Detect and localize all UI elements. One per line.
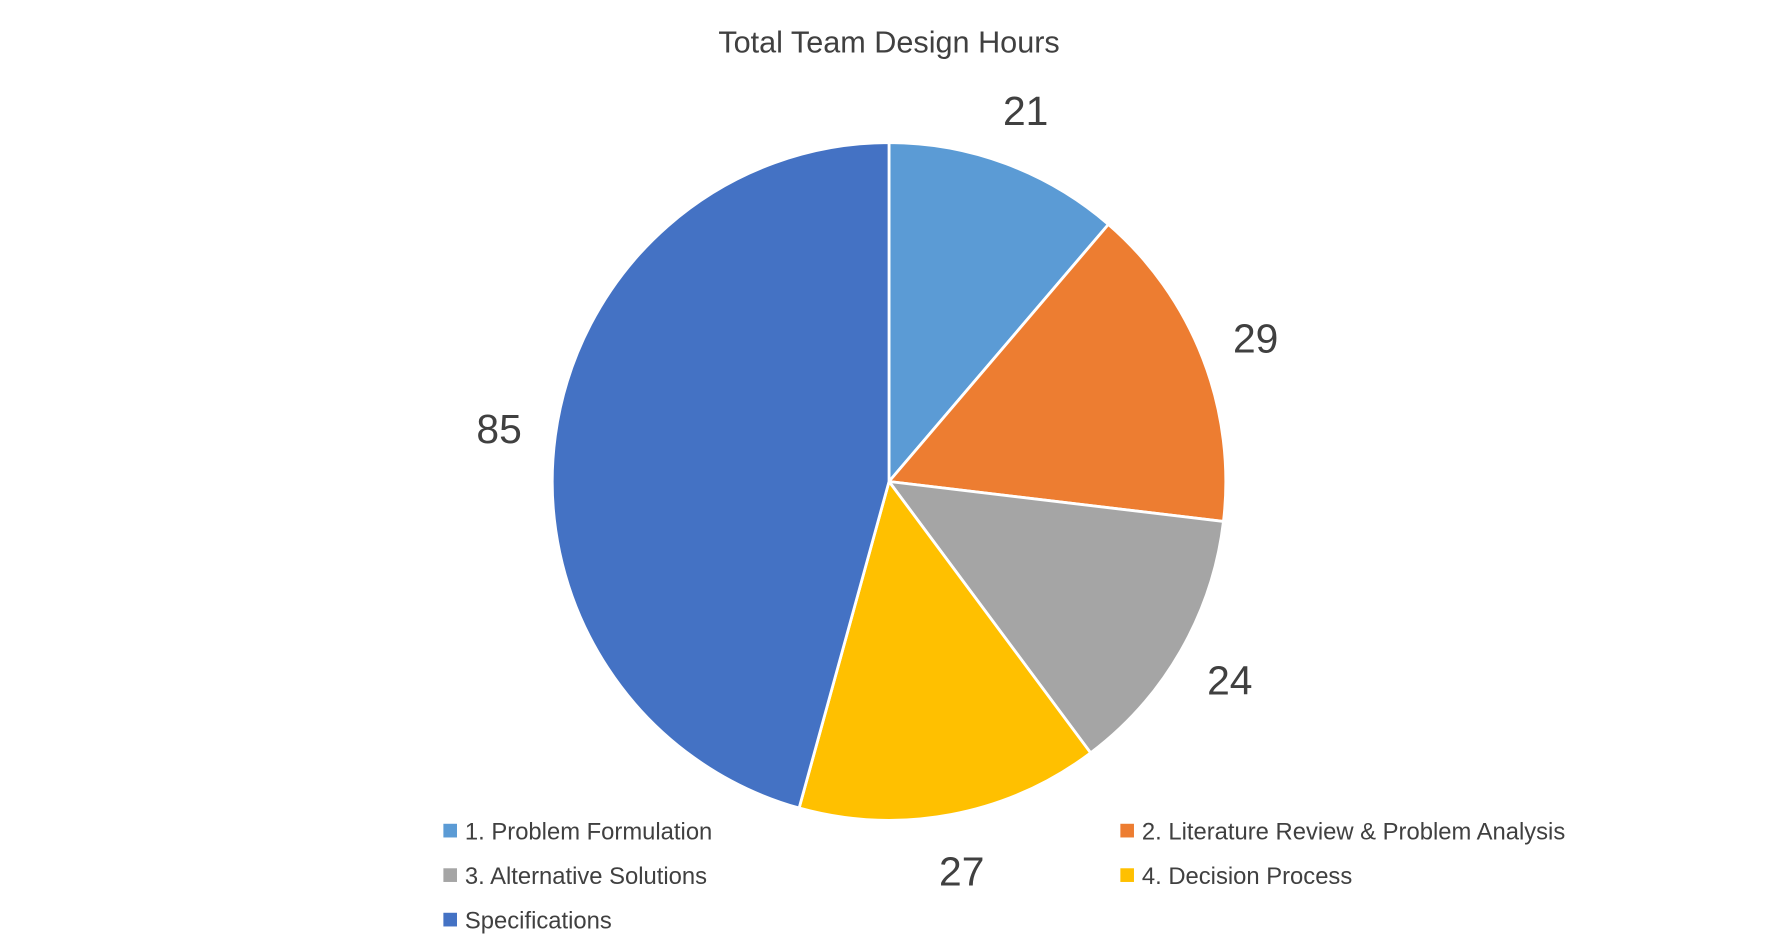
pie-slice	[797, 478, 1093, 822]
pie-slice	[885, 479, 1226, 755]
legend-label: 2. Literature Review & Problem Analysis	[1142, 819, 1565, 846]
data-label: 24	[1207, 657, 1252, 703]
data-label: 29	[1233, 315, 1278, 361]
data-label: 27	[939, 848, 984, 894]
pie-slice	[886, 222, 1228, 524]
legend-label: 4. Decision Process	[1142, 863, 1352, 890]
legend-label: Specifications	[465, 908, 612, 935]
data-label: 85	[476, 406, 521, 452]
legend-label: 1. Problem Formulation	[465, 819, 712, 846]
chart-title: Total Team Design Hours	[718, 24, 1059, 59]
legend-swatch	[443, 912, 457, 927]
legend: 1. Problem Formulation 2. Literature Revi…	[443, 819, 1565, 935]
pie-slice	[550, 141, 891, 810]
legend-swatch	[443, 823, 457, 838]
legend-label: 3. Alternative Solutions	[465, 863, 707, 890]
data-label: 21	[1003, 88, 1048, 134]
pie-slice	[887, 141, 1111, 486]
legend-swatch	[1120, 823, 1134, 838]
legend-swatch	[443, 868, 457, 882]
legend-swatch	[1120, 868, 1134, 882]
